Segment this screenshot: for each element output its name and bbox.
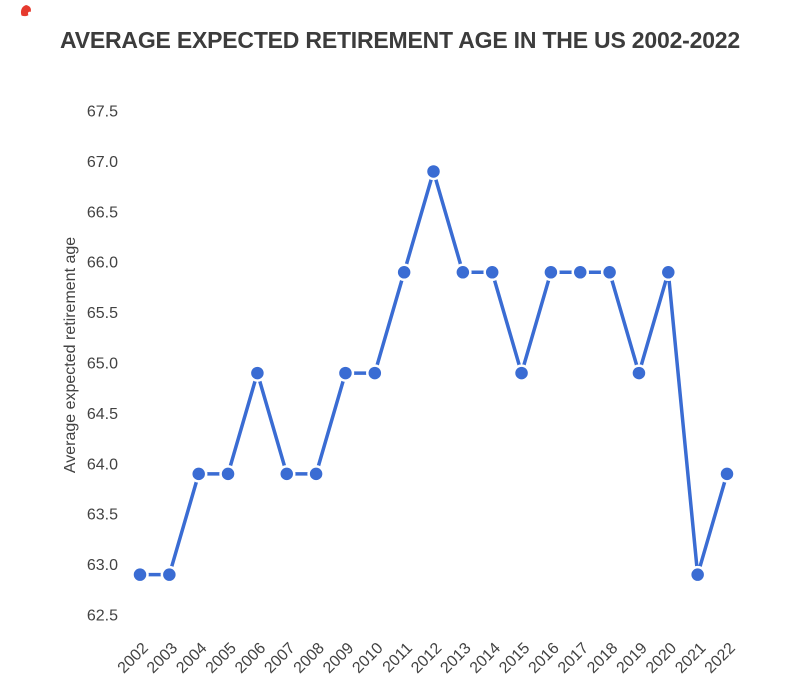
data-point: [424, 162, 443, 181]
x-tick-label: 2008: [291, 640, 328, 677]
data-point: [219, 465, 237, 483]
y-tick-label: 65.5: [87, 305, 118, 322]
data-point: [160, 565, 179, 584]
red-scribble-icon-svg: [20, 5, 31, 17]
x-tick-label: 2017: [555, 640, 592, 677]
data-point: [688, 565, 707, 584]
data-point: [542, 263, 560, 282]
chart-title: AVERAGE EXPECTED RETIREMENT AGE IN THE U…: [60, 27, 740, 53]
y-tick-label: 66.0: [87, 255, 118, 272]
y-tick-label: 66.5: [87, 204, 118, 221]
x-tick-label: 2015: [496, 640, 533, 677]
x-tick-label: 2013: [437, 640, 474, 677]
data-point: [454, 263, 472, 282]
red-scribble-icon: [19, 4, 33, 17]
data-point: [512, 364, 531, 382]
x-tick-label: 2004: [173, 640, 210, 677]
x-tick-label: 2005: [203, 640, 240, 677]
y-tick-label: 63.0: [87, 557, 118, 574]
y-tick-label: 67.5: [87, 104, 118, 121]
data-point: [131, 565, 149, 584]
data-point: [483, 263, 501, 282]
y-tick-label: 67.0: [87, 154, 118, 171]
data-point: [336, 364, 355, 382]
y-tick-label: 65.0: [87, 356, 118, 373]
data-point: [571, 263, 589, 282]
x-tick-label: 2019: [614, 640, 651, 677]
x-tick-label: 2020: [643, 640, 680, 677]
data-point: [718, 465, 736, 483]
x-tick-label: 2018: [584, 640, 621, 677]
y-tick-label: 62.5: [87, 608, 118, 625]
data-point: [395, 263, 413, 282]
x-tick-label: 2011: [380, 640, 416, 676]
x-tick-label: 2016: [526, 640, 563, 677]
x-tick-label: 2021: [672, 640, 709, 677]
y-tick-label: 63.5: [87, 507, 118, 524]
x-tick-label: 2014: [467, 640, 504, 677]
y-axis-title: Average expected retirement age: [62, 237, 79, 473]
x-tick-label: 2006: [232, 640, 269, 677]
data-point: [366, 364, 384, 382]
data-point: [278, 465, 296, 483]
x-tick-label: 2007: [261, 640, 298, 677]
data-point: [630, 364, 648, 382]
x-tick-label: 2009: [320, 640, 357, 677]
y-tick-label: 64.0: [87, 456, 118, 473]
data-point: [248, 364, 267, 382]
data-point: [600, 263, 619, 282]
x-tick-label: 2002: [115, 640, 152, 677]
x-tick-label: 2010: [349, 640, 386, 677]
x-tick-label: 2022: [702, 640, 739, 677]
data-point: [307, 465, 325, 483]
x-tick-label: 2012: [408, 640, 445, 677]
x-tick-label: 2003: [144, 640, 181, 677]
data-point: [659, 263, 678, 282]
y-tick-label: 64.5: [87, 406, 118, 423]
data-point: [189, 465, 208, 483]
